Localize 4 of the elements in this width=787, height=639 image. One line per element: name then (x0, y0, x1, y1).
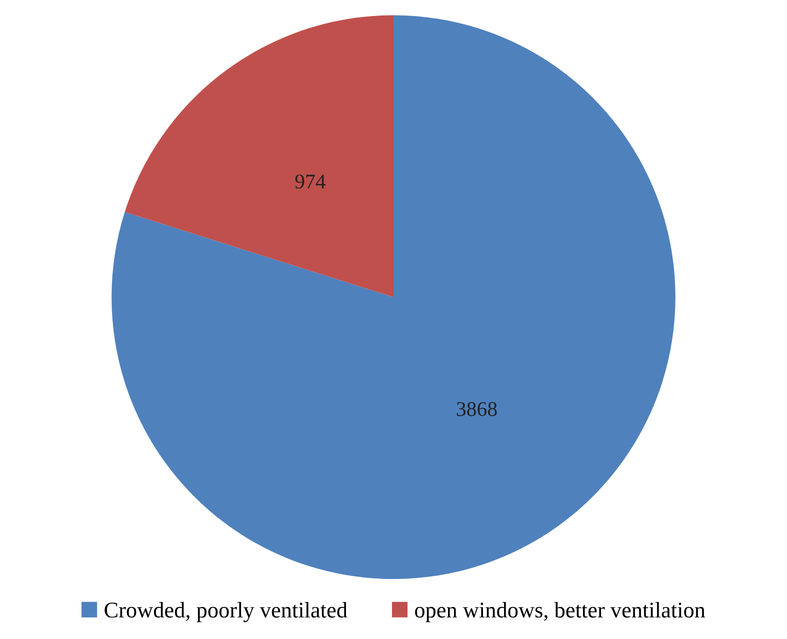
legend-label: open windows, better ventilation (415, 602, 706, 622)
data-label: 974 (295, 174, 326, 189)
data-label: 3868 (456, 402, 497, 416)
legend-label: Crowded, poorly ventilated (104, 602, 348, 622)
